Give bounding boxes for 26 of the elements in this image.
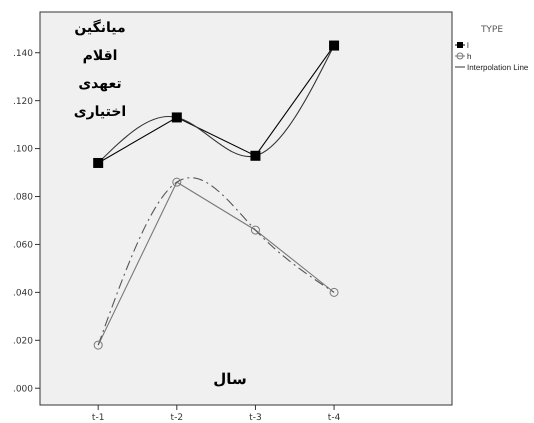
point	[250, 150, 260, 161]
legend-title: TYPE	[480, 25, 504, 35]
y-tick-label: .020	[12, 336, 34, 346]
y-tick-label: .080	[12, 192, 34, 203]
point	[329, 40, 340, 51]
legend-label: l	[467, 40, 469, 50]
point	[94, 340, 103, 350]
x-tick-label: t-2	[170, 413, 184, 423]
y-tick-label: .140	[12, 48, 34, 59]
point	[172, 178, 182, 187]
point	[250, 226, 260, 235]
point	[93, 158, 104, 168]
legend-label: Interpolation Line	[467, 62, 529, 72]
x-axis-title: سال	[213, 370, 247, 388]
y-tick-label: .040	[12, 288, 34, 299]
point	[172, 112, 182, 122]
y-axis-title: میانگین اقلام تعهدی اختیاری	[74, 19, 126, 120]
y-tick-label: .100	[12, 144, 34, 155]
x-tick-label: t-3	[249, 413, 262, 423]
x-tick-label: t-1	[92, 413, 104, 423]
point	[330, 288, 339, 297]
legend-label: h	[467, 52, 472, 61]
y-tick-label: .060	[12, 240, 34, 251]
x-tick-label: t-4	[328, 413, 341, 423]
y-tick-label: .120	[12, 96, 34, 107]
y-tick-label: .000	[12, 384, 34, 394]
